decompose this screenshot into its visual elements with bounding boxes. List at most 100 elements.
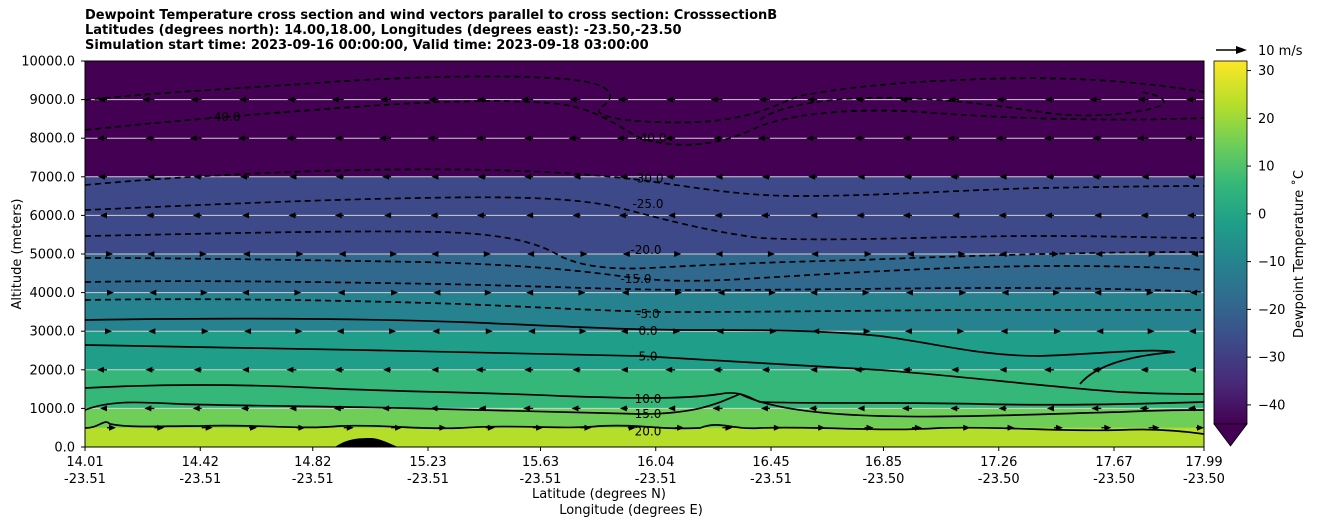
wind-vector-head (572, 212, 580, 219)
wind-vector-head (1137, 96, 1145, 103)
wind-vector-head (809, 405, 817, 412)
wind-vector-head (812, 328, 820, 335)
wind-vector-head (903, 173, 911, 180)
wind-vector-head (193, 366, 201, 373)
wind-vector-head (999, 173, 1007, 180)
wind-vector-head (668, 212, 676, 219)
wind-vector-head (950, 405, 958, 412)
wind-vector-head (998, 405, 1006, 412)
wind-vector-head (996, 96, 1004, 103)
wind-vector-head (526, 289, 534, 296)
wind-vector-head (142, 96, 150, 103)
wind-vector-head (806, 135, 814, 142)
colorbar-ticks: 30 20 10 0 −10 −20 −30 −40 (1247, 64, 1285, 413)
wind-vector-head (951, 366, 959, 373)
wind-vector-head (616, 135, 624, 142)
wind-vector-head (1045, 173, 1053, 180)
y-tick-label: 1000.0 (30, 402, 76, 417)
y-tick-label: 9000.0 (30, 93, 76, 108)
wind-vector-head (675, 289, 683, 296)
wind-vector-head (384, 212, 392, 219)
wind-vector-head (475, 366, 483, 373)
wind-vector-head (579, 328, 587, 335)
wind-vector-head (107, 289, 114, 296)
contour-minus20 (85, 230, 1204, 270)
wind-vector-head (536, 424, 544, 431)
contour-lines (85, 75, 1204, 435)
contour-label: 5.0 (638, 349, 657, 363)
wind-vector-head (476, 96, 484, 103)
wind-vector-head (1188, 173, 1195, 180)
x-tick-label-lon: -23.51 (407, 472, 449, 487)
y-tick-label: 4000.0 (30, 286, 76, 301)
y-tick-label: 2000.0 (30, 363, 76, 378)
wind-vector-head (477, 173, 485, 180)
wind-vector-head (335, 173, 343, 180)
wind-vector-head (483, 251, 491, 257)
wind-vector-head (1141, 173, 1149, 180)
wind-vector-head (568, 135, 576, 142)
wind-vector-head (97, 366, 104, 373)
wind-vector-head (899, 96, 907, 103)
wind-vector-head (1147, 328, 1155, 335)
x-tick-label-lon: -23.51 (179, 472, 221, 487)
x-tick-label-lat: 14.42 (182, 455, 219, 470)
wind-vector-head (391, 289, 399, 296)
x-tick-label-lon: -23.50 (1093, 472, 1135, 487)
x-axis: 14.01 -23.51 14.42 -23.51 14.82 -23.51 15.23 -2… (64, 447, 1225, 487)
wind-vector-head (673, 328, 681, 335)
wind-vector-head (432, 328, 440, 335)
contour-minus5 (85, 298, 1204, 313)
wind-vector-head (1187, 212, 1194, 219)
wind-vector-head (618, 212, 626, 219)
wind-vector-head (428, 96, 436, 103)
wind-vector-head (431, 366, 439, 373)
contour-label: -40.0 (635, 131, 666, 145)
wind-vector-head (668, 405, 676, 412)
wind-vector-head (580, 251, 588, 257)
wind-vector-head (200, 289, 208, 296)
wind-vector-head (1001, 289, 1009, 296)
wind-vector-head (1197, 424, 1204, 431)
wind-vector-head (1092, 173, 1100, 180)
x-tick-label-lat: 17.67 (1095, 455, 1132, 470)
contour-minus40-lower (85, 100, 1204, 146)
wind-vector-head (760, 405, 768, 412)
wind-vector-head (430, 212, 438, 219)
wind-vector-head (286, 135, 294, 142)
wind-vector-head (584, 424, 592, 431)
wind-vector-head (97, 135, 104, 142)
wind-vector-head (619, 405, 627, 412)
wind-vector-head (761, 366, 769, 373)
wind-vector-head (818, 424, 826, 431)
colorbar-tick-label: −30 (1258, 351, 1285, 366)
wind-vector-head (427, 135, 435, 142)
colorbar-tick-label: 0 (1258, 207, 1266, 222)
wind-vector-head (485, 328, 493, 335)
wind-vector-head (338, 251, 346, 257)
wind-vector-head (147, 251, 155, 257)
wind-vector-head (713, 135, 721, 142)
x-tick-label-lon: -23.50 (978, 472, 1020, 487)
wind-vector-head (192, 405, 200, 412)
wind-vector-head (760, 212, 768, 219)
wind-vector-head (294, 289, 302, 296)
wind-vector-head (959, 289, 967, 296)
contour-minus10 (85, 280, 1204, 293)
temperature-band (85, 61, 1204, 101)
wind-vector-head (1140, 366, 1148, 373)
wind-vector-head (100, 212, 107, 219)
temperature-fill (85, 61, 1204, 447)
wind-vector-head (999, 251, 1007, 257)
wind-vector-head (439, 424, 447, 431)
wind-vector-head (334, 212, 342, 219)
contour-minus30 (85, 168, 1204, 197)
wind-vector-head (147, 173, 155, 180)
x-tick-label-lon: -23.51 (64, 472, 106, 487)
wind-vector-head (242, 366, 250, 373)
y-tick-label: 7000.0 (30, 170, 76, 185)
x-tick-label-lon: -23.51 (520, 472, 562, 487)
wind-vector-head (713, 366, 721, 373)
wind-vector-head (902, 366, 910, 373)
wind-vector-head (484, 289, 492, 296)
